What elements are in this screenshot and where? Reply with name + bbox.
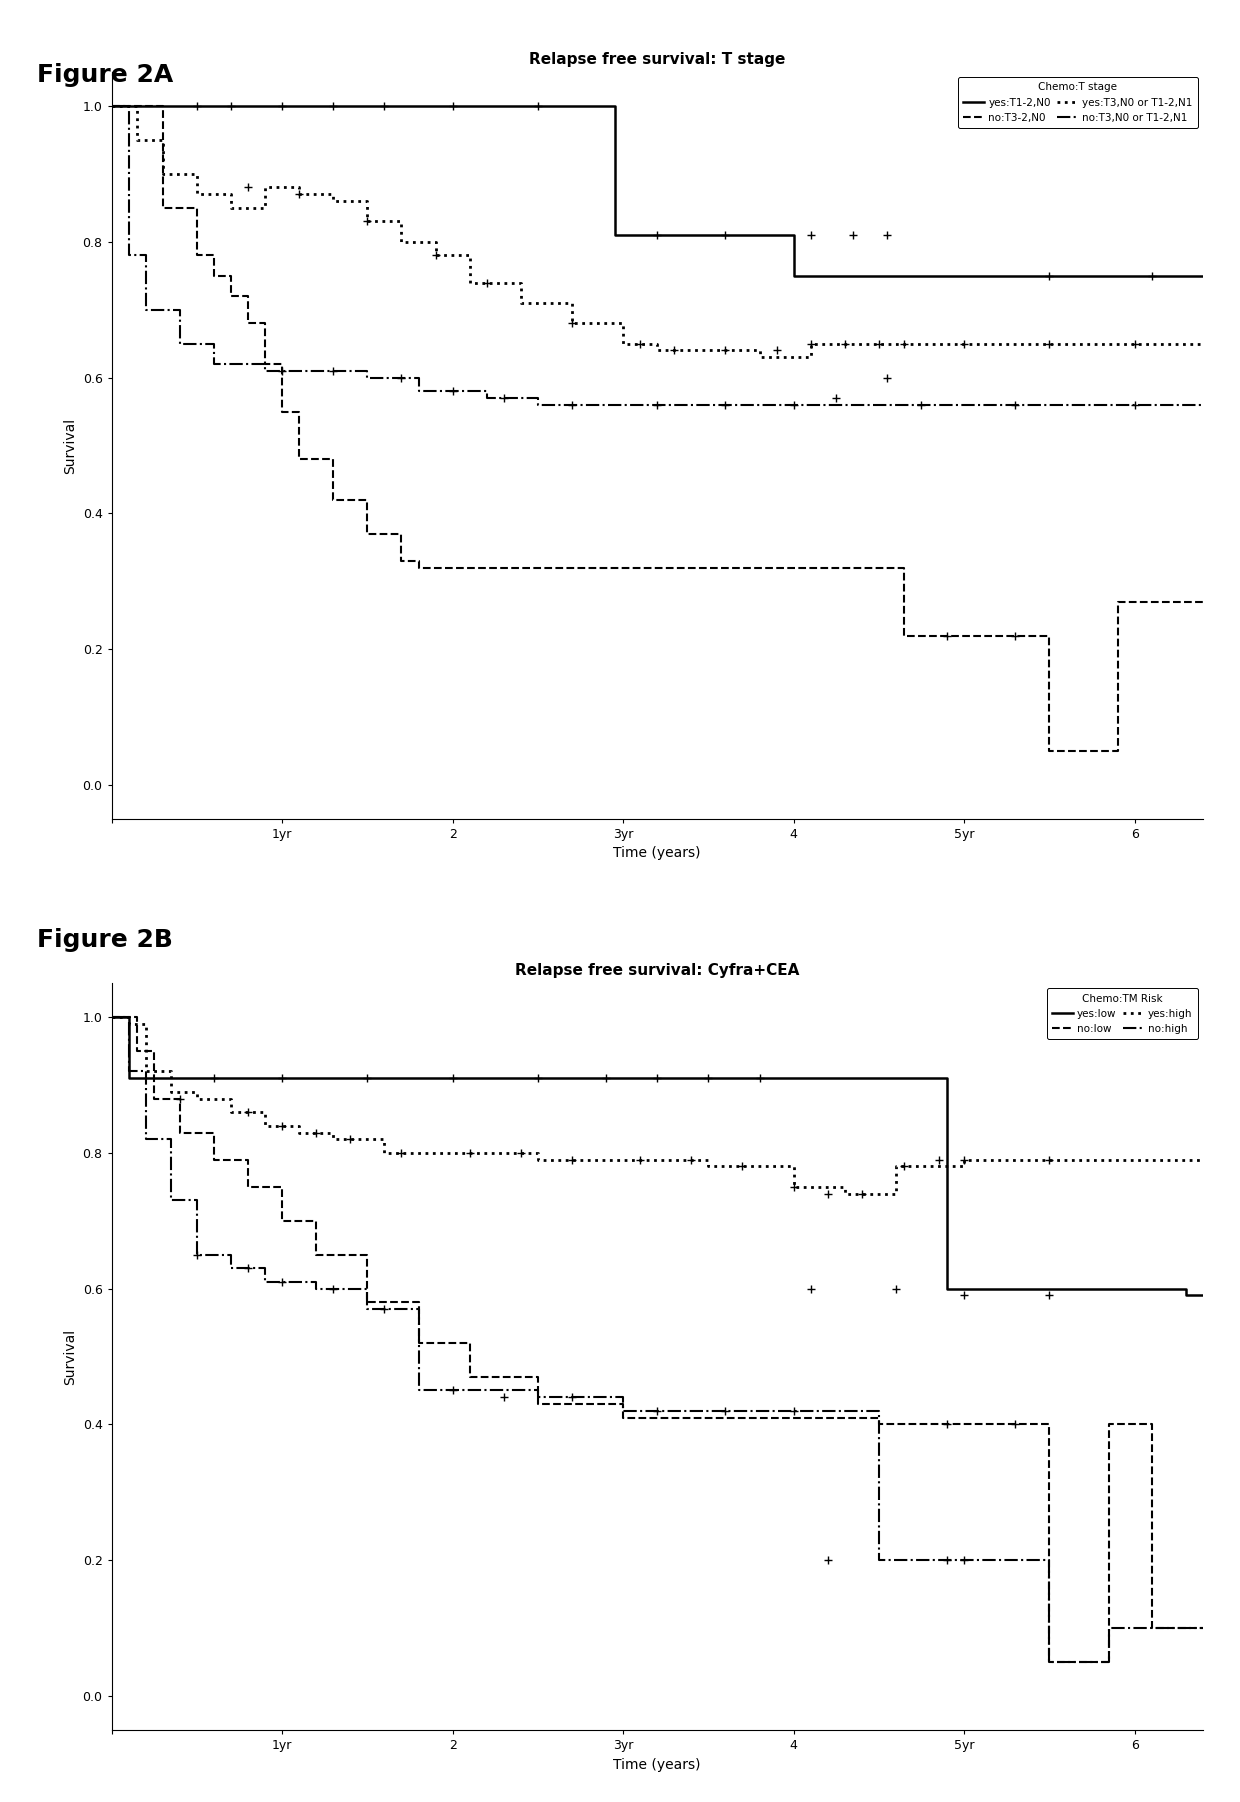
Text: Figure 2B: Figure 2B	[37, 928, 174, 951]
Title: Relapse free survival: T stage: Relapse free survival: T stage	[529, 52, 785, 67]
X-axis label: Time (years): Time (years)	[614, 1757, 701, 1771]
Legend: yes:low, no:low, yes:high, no:high: yes:low, no:low, yes:high, no:high	[1047, 987, 1198, 1040]
X-axis label: Time (years): Time (years)	[614, 847, 701, 860]
Text: Figure 2A: Figure 2A	[37, 63, 174, 86]
Y-axis label: Survival: Survival	[63, 1328, 77, 1384]
Title: Relapse free survival: Cyfra+CEA: Relapse free survival: Cyfra+CEA	[515, 962, 800, 978]
Y-axis label: Survival: Survival	[63, 418, 77, 474]
Legend: yes:T1-2,N0, no:T3-2,N0, yes:T3,N0 or T1-2,N1, no:T3,N0 or T1-2,N1: yes:T1-2,N0, no:T3-2,N0, yes:T3,N0 or T1…	[959, 77, 1198, 128]
